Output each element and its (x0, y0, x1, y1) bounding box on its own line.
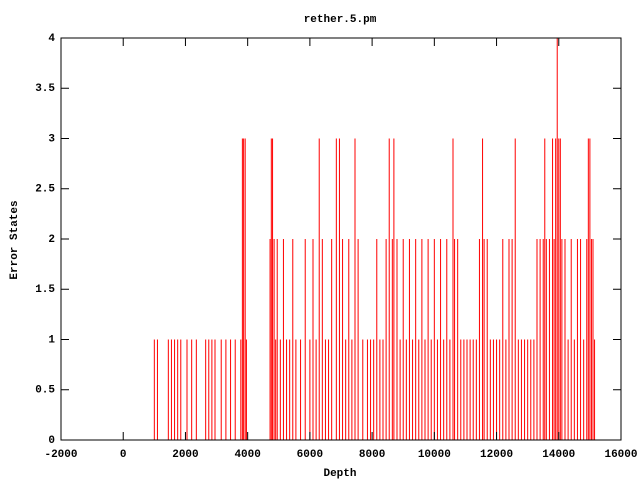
x-tick-label: 4000 (234, 449, 260, 461)
y-tick-label: 2.5 (35, 184, 55, 196)
x-tick-label: 16000 (604, 449, 637, 461)
x-tick-label: 8000 (359, 449, 385, 461)
y-tick-label: 1.5 (35, 284, 55, 296)
y-tick-label: 4 (48, 33, 55, 45)
x-tick-label: 6000 (297, 449, 323, 461)
x-tick-label: 10000 (418, 449, 451, 461)
y-tick-label: 0 (48, 435, 55, 447)
x-tick-label: 12000 (480, 449, 513, 461)
x-tick-label: -2000 (44, 449, 77, 461)
x-tick-label: 14000 (542, 449, 575, 461)
y-tick-label: 0.5 (35, 385, 55, 397)
x-tick-label: 0 (120, 449, 127, 461)
x-axis-label: Depth (323, 468, 356, 480)
chart-title: rether.5.pm (304, 14, 377, 26)
x-tick-label: 2000 (172, 449, 198, 461)
y-tick-label: 3 (48, 133, 55, 145)
y-tick-label: 2 (48, 234, 55, 246)
y-tick-label: 3.5 (35, 83, 55, 95)
y-tick-label: 1 (48, 334, 55, 346)
y-axis-label: Error States (9, 200, 21, 279)
